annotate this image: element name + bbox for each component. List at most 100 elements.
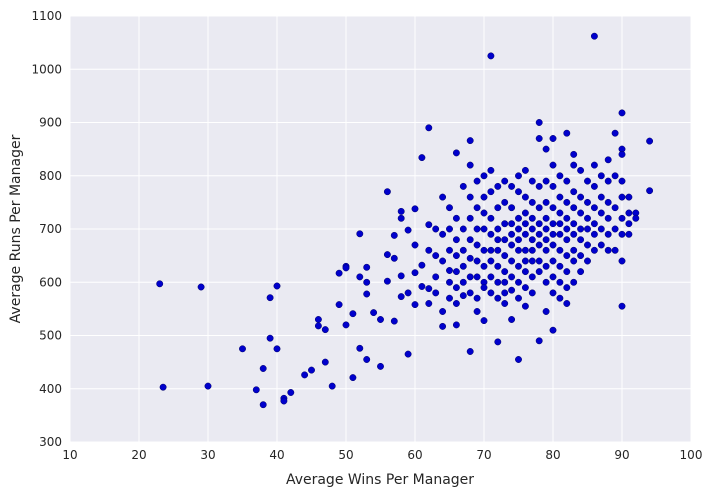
scatter-point	[590, 204, 598, 212]
scatter-point	[563, 252, 571, 260]
scatter-point	[466, 289, 474, 297]
scatter-point	[563, 214, 571, 222]
scatter-point	[528, 236, 536, 244]
scatter-point	[459, 278, 467, 286]
scatter-point	[515, 188, 522, 196]
scatter-point	[259, 401, 267, 409]
scatter-point	[521, 302, 529, 310]
scatter-point	[584, 257, 591, 265]
scatter-point	[480, 262, 488, 270]
x-tick-label: 60	[407, 448, 422, 462]
scatter-point	[404, 350, 412, 358]
scatter-point	[480, 284, 488, 292]
scatter-point	[549, 289, 557, 297]
scatter-point	[515, 262, 522, 270]
x-tick-label: 50	[338, 448, 353, 462]
scatter-point	[480, 317, 488, 325]
scatter-point	[321, 326, 329, 334]
scatter-point	[501, 300, 509, 307]
scatter-point	[584, 225, 591, 233]
scatter-point	[597, 193, 605, 201]
scatter-point	[618, 193, 626, 201]
scatter-point	[439, 230, 447, 238]
scatter-point	[535, 220, 543, 228]
scatter-point	[556, 262, 564, 270]
scatter-point	[508, 316, 516, 323]
scatter-point	[563, 268, 571, 276]
scatter-point	[390, 317, 398, 325]
scatter-point	[535, 257, 543, 265]
scatter-point	[487, 273, 495, 281]
scatter-point	[521, 230, 529, 238]
scatter-point	[370, 309, 378, 317]
scatter-point	[625, 209, 633, 217]
scatter-point	[452, 300, 460, 307]
scatter-point	[625, 193, 633, 201]
scatter-point	[356, 344, 364, 352]
scatter-point	[466, 254, 474, 262]
scatter-point	[363, 290, 371, 298]
scatter-point	[618, 230, 626, 238]
scatter-point	[521, 166, 529, 174]
scatter-point	[590, 32, 598, 40]
scatter-point	[508, 286, 516, 294]
scatter-point	[611, 129, 619, 137]
scatter-point	[446, 278, 453, 286]
scatter-point	[480, 172, 488, 180]
scatter-point	[528, 214, 536, 222]
scatter-point	[308, 366, 315, 374]
scatter-point	[535, 230, 543, 238]
scatter-point	[618, 150, 626, 158]
scatter-point	[446, 204, 453, 212]
scatter-point	[542, 225, 550, 233]
data-points	[156, 32, 654, 409]
scatter-point	[508, 273, 516, 281]
scatter-point	[494, 294, 502, 302]
scatter-point	[570, 188, 578, 196]
scatter-point	[473, 204, 481, 212]
scatter-point	[466, 161, 474, 169]
scatter-point	[618, 214, 626, 222]
scatter-point	[542, 308, 550, 315]
scatter-point	[570, 230, 578, 238]
scatter-point	[494, 204, 502, 212]
scatter-point	[494, 236, 502, 244]
y-tick-label: 300	[39, 435, 62, 449]
scatter-point	[625, 220, 633, 228]
scatter-point	[521, 193, 529, 201]
scatter-point	[542, 214, 550, 222]
scatter-point	[590, 220, 598, 228]
y-tick-label: 500	[39, 329, 62, 343]
scatter-point	[487, 52, 495, 60]
scatter-point	[501, 198, 509, 206]
scatter-point	[542, 177, 550, 185]
scatter-point	[459, 225, 467, 233]
scatter-point	[459, 262, 467, 270]
scatter-point	[570, 150, 578, 158]
scatter-point	[411, 241, 419, 249]
scatter-point	[590, 230, 598, 238]
scatter-point	[508, 204, 516, 212]
scatter-point	[404, 289, 412, 297]
scatter-point	[452, 284, 460, 292]
scatter-point	[549, 273, 557, 281]
scatter-point	[446, 294, 453, 302]
scatter-point	[632, 214, 640, 222]
scatter-point	[363, 356, 371, 363]
scatter-point	[494, 338, 502, 346]
scatter-point	[542, 198, 550, 206]
scatter-point	[501, 220, 509, 228]
scatter-point	[452, 252, 460, 260]
scatter-point	[363, 263, 371, 271]
scatter-point	[646, 187, 654, 195]
scatter-point	[494, 225, 502, 233]
scatter-point	[266, 294, 274, 302]
scatter-point	[584, 214, 591, 222]
scatter-point	[487, 246, 495, 254]
scatter-point	[501, 177, 509, 185]
scatter-point	[328, 382, 336, 390]
scatter-point	[590, 182, 598, 190]
scatter-point	[342, 321, 350, 329]
scatter-point	[542, 236, 550, 244]
scatter-point	[521, 209, 529, 217]
